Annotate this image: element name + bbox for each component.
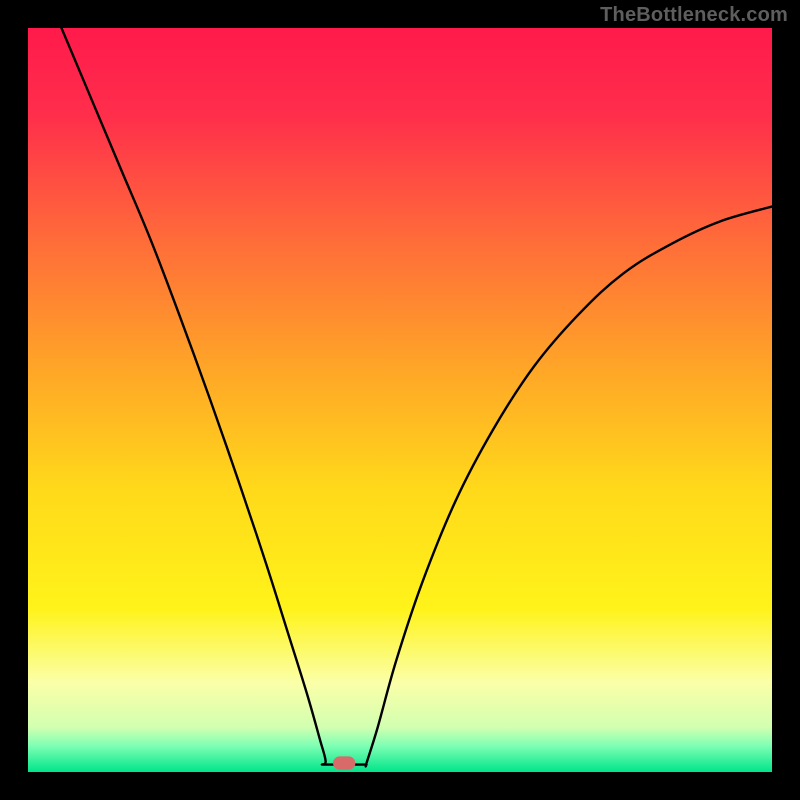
bottleneck-chart <box>28 28 772 772</box>
chart-background <box>28 28 772 772</box>
chart-frame: TheBottleneck.com <box>0 0 800 800</box>
dip-marker <box>333 756 355 769</box>
watermark-text: TheBottleneck.com <box>600 4 788 27</box>
